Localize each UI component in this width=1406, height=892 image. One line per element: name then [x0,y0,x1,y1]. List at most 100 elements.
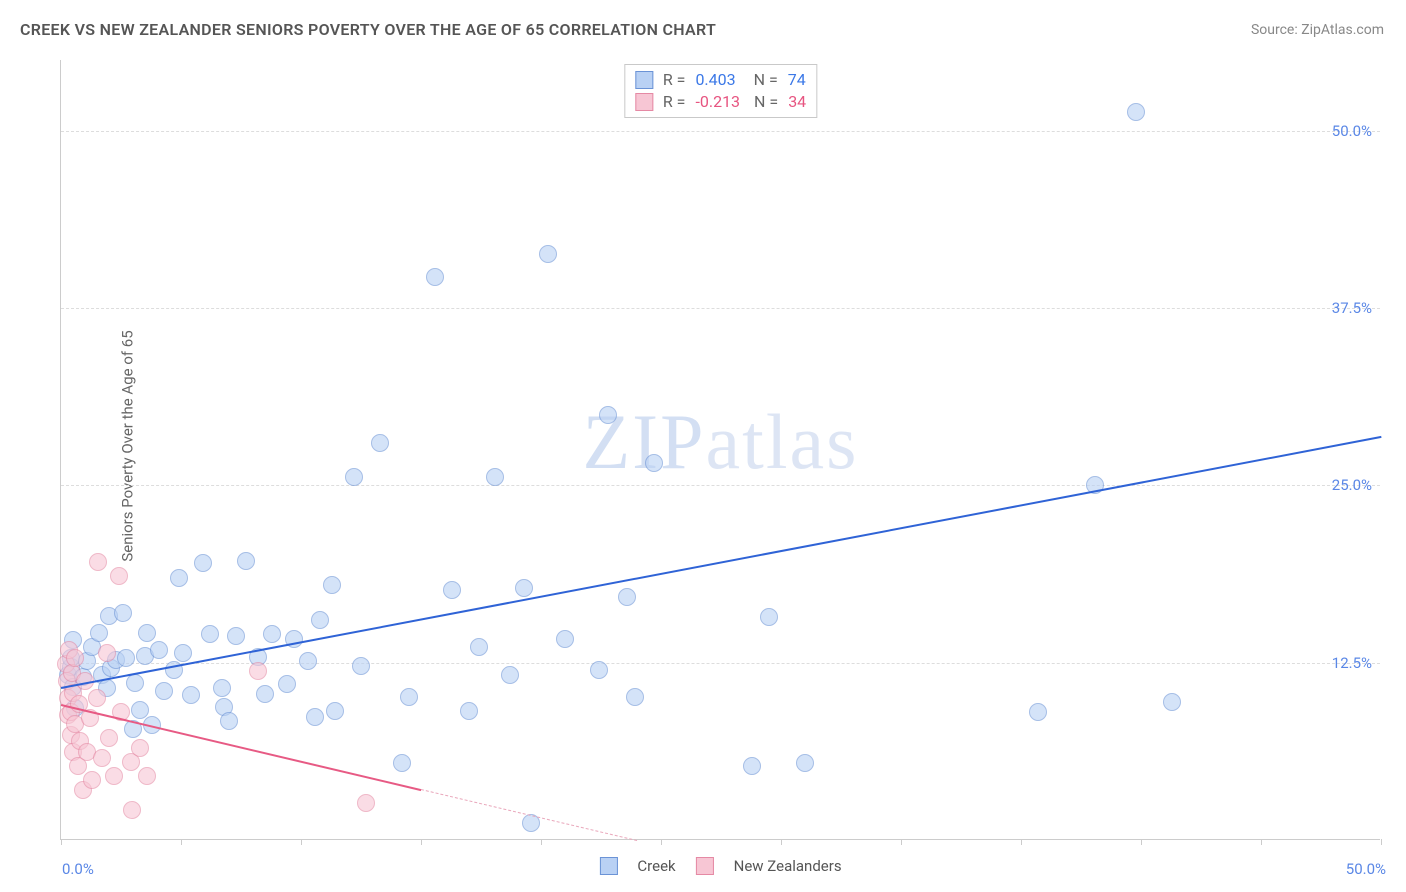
point-creek [150,641,168,659]
r-label: R = [663,91,686,113]
x-axis-min-label: 0.0% [62,860,94,878]
point-creek [371,434,389,452]
point-creek [194,554,212,572]
point-creek [201,625,219,643]
point-creek [220,712,238,730]
point-creek [470,638,488,656]
x-tick [1381,839,1382,845]
gridline [61,131,1380,132]
x-tick [61,839,62,845]
point-nz [88,689,106,707]
point-creek [393,754,411,772]
trend-line [421,789,637,841]
point-creek [155,682,173,700]
gridline [61,308,1380,309]
x-tick [421,839,422,845]
n-label: N = [746,69,778,91]
x-tick [1261,839,1262,845]
point-creek [1127,103,1145,121]
y-tick-label: 50.0% [1332,122,1372,140]
point-creek [345,468,363,486]
x-axis-max-label: 50.0% [1346,860,1386,878]
point-creek [426,268,444,286]
point-creek [278,675,296,693]
point-creek [443,581,461,599]
point-creek [501,666,519,684]
x-tick [301,839,302,845]
point-creek [227,627,245,645]
trend-line [61,436,1381,689]
point-creek [174,644,192,662]
swatch-nz [635,93,653,111]
point-creek [90,624,108,642]
point-creek [796,754,814,772]
correlation-legend: R = 0.403 N = 74 R = -0.213 N = 34 [624,64,817,118]
point-creek [1029,703,1047,721]
r-label: R = [663,69,686,91]
series-legend: Creek New Zealanders [599,857,841,875]
point-creek [326,702,344,720]
gridline [61,485,1380,486]
point-creek [1163,693,1181,711]
n-label: N = [750,91,778,113]
y-tick-label: 37.5% [1332,299,1372,317]
point-creek [131,701,149,719]
point-nz [110,567,128,585]
legend-swatch-creek [599,857,617,875]
x-tick [661,839,662,845]
point-creek [400,688,418,706]
point-creek [352,657,370,675]
n-value-creek: 74 [788,69,806,91]
watermark: ZIPatlas [583,397,859,487]
point-nz [98,644,116,662]
point-creek [590,661,608,679]
point-creek [256,685,274,703]
point-nz [131,739,149,757]
n-value-nz: 34 [788,91,806,113]
legend-label-creek: Creek [637,857,675,875]
point-creek [486,468,504,486]
point-nz [105,767,123,785]
x-tick [181,839,182,845]
point-creek [237,552,255,570]
y-tick-label: 12.5% [1332,654,1372,672]
point-creek [306,708,324,726]
point-creek [515,579,533,597]
scatter-plot: ZIPatlas R = 0.403 N = 74 R = -0.213 N =… [60,60,1380,840]
point-nz [93,749,111,767]
point-creek [323,576,341,594]
point-creek [126,674,144,692]
legend-label-nz: New Zealanders [734,857,842,875]
point-creek [213,679,231,697]
legend-row-creek: R = 0.403 N = 74 [635,69,806,91]
point-nz [357,794,375,812]
point-nz [138,767,156,785]
x-tick [1021,839,1022,845]
point-creek [460,702,478,720]
point-creek [743,757,761,775]
r-value-nz: -0.213 [695,91,740,113]
point-creek [599,406,617,424]
point-creek [539,245,557,263]
point-nz [89,553,107,571]
x-tick [1141,839,1142,845]
point-creek [626,688,644,706]
legend-swatch-nz [696,857,714,875]
point-creek [263,625,281,643]
point-creek [618,588,636,606]
point-creek [556,630,574,648]
point-creek [645,454,663,472]
point-creek [170,569,188,587]
point-creek [760,608,778,626]
x-tick [901,839,902,845]
point-nz [66,649,84,667]
point-creek [114,604,132,622]
chart-title: CREEK VS NEW ZEALANDER SENIORS POVERTY O… [20,20,716,39]
r-value-creek: 0.403 [695,69,735,91]
point-nz [249,662,267,680]
source-label: Source: ZipAtlas.com [1251,22,1384,38]
point-nz [83,771,101,789]
x-tick [541,839,542,845]
point-creek [182,686,200,704]
swatch-creek [635,71,653,89]
